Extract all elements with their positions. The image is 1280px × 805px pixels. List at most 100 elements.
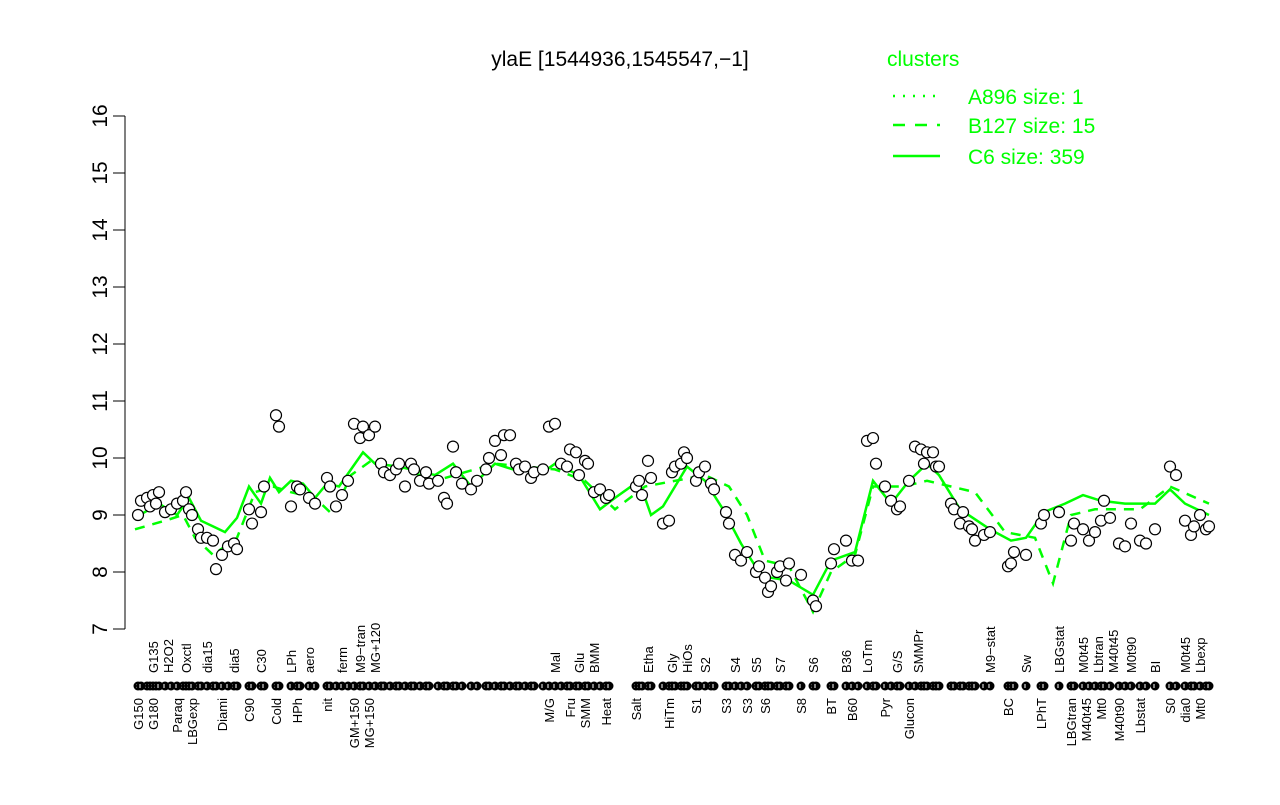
data-point — [893, 500, 907, 513]
x-label-top: Etha — [641, 645, 656, 673]
x-label-top: M9−tran — [353, 625, 368, 673]
rug-mark — [424, 681, 434, 691]
rug-mark — [709, 681, 719, 691]
y-axis: 7 8 9 10 11 12 13 14 15 16 — [89, 104, 126, 635]
data-point — [740, 545, 754, 559]
data-point — [323, 480, 337, 493]
x-label-bottom: Mt0 — [1193, 698, 1208, 720]
y-tick-label: 14 — [89, 218, 112, 242]
data-point — [230, 543, 244, 556]
x-axis-labels: G135 H2O2 Oxctl dia15 dia5 C30 LPh aero ferm M9−t… — [131, 623, 1208, 748]
x-label-top: Sw — [1019, 654, 1034, 673]
x-label-bottom: S3 — [719, 698, 734, 714]
data-point — [1178, 514, 1192, 527]
data-point — [398, 480, 412, 493]
rug-mark — [1105, 681, 1115, 691]
x-label-bottom: S8 — [794, 698, 809, 714]
data-point — [257, 480, 271, 493]
data-point — [1124, 517, 1138, 530]
rug-mark — [310, 681, 320, 691]
y-tick-label: 13 — [89, 275, 112, 298]
data-point — [1004, 557, 1018, 570]
data-point — [752, 560, 766, 573]
rug-mark — [970, 681, 980, 691]
data-point — [335, 488, 349, 502]
data-point — [455, 477, 469, 490]
data-point — [284, 500, 298, 513]
data-point — [407, 463, 421, 476]
x-label-bottom: MG+150 — [362, 698, 377, 748]
data-point — [956, 506, 970, 519]
data-point — [926, 446, 940, 459]
data-point — [1169, 469, 1183, 482]
rug-mark — [529, 681, 539, 691]
data-point — [488, 434, 502, 447]
x-label-top: LPh — [284, 650, 299, 673]
rug-mark — [871, 681, 881, 691]
x-label-top: BMM — [587, 643, 602, 673]
legend-title: clusters — [887, 48, 959, 71]
data-point — [392, 457, 406, 470]
rug-mark — [247, 681, 257, 691]
data-point — [809, 600, 823, 613]
x-label-top: S5 — [749, 657, 764, 673]
data-point — [779, 574, 793, 587]
x-label-bottom: LPhT — [1034, 698, 1049, 729]
data-point — [242, 503, 256, 516]
data-point — [869, 457, 883, 470]
data-point — [1007, 545, 1021, 559]
x-label-bottom: G150 — [131, 698, 146, 730]
data-point — [635, 488, 649, 502]
data-point — [341, 474, 355, 487]
data-point — [1103, 511, 1117, 524]
x-label-bottom: Cold — [269, 698, 284, 725]
x-label-top: Gly — [665, 653, 680, 673]
condition-rug — [133, 681, 1214, 691]
series-line-b127 — [134, 456, 1210, 615]
x-label-bottom: nit — [320, 698, 335, 712]
data-point — [1037, 508, 1051, 522]
x-label-top: H2O2 — [161, 639, 176, 673]
rug-mark — [1054, 681, 1064, 691]
legend: clusters A896 size: 1 B127 size: 15 C6 s… — [887, 48, 1095, 169]
rug-mark — [259, 681, 269, 691]
data-point — [1202, 520, 1216, 533]
x-label-top: S6 — [806, 657, 821, 673]
x-label-top: G135 — [146, 641, 161, 673]
rug-mark — [1069, 681, 1079, 691]
x-label-bottom: BC — [1001, 698, 1016, 716]
data-point — [470, 474, 484, 487]
x-label-bottom: Fru — [563, 698, 578, 718]
data-point — [1148, 523, 1162, 536]
rug-mark — [853, 681, 863, 691]
x-label-bottom: G180 — [146, 698, 161, 730]
data-point — [149, 497, 163, 510]
x-label-bottom: Glucon — [902, 698, 917, 739]
rug-mark — [472, 681, 482, 691]
x-label-top: M9−stat — [983, 626, 998, 673]
x-label-bottom: HiTm — [662, 698, 677, 729]
x-label-bottom: HPh — [290, 698, 305, 723]
rug-mark — [274, 681, 284, 691]
data-point — [368, 420, 382, 433]
data-point — [536, 463, 550, 476]
rug-mark — [1126, 681, 1136, 691]
data-point — [1019, 548, 1033, 562]
data-point — [593, 483, 607, 496]
data-point — [602, 488, 616, 502]
rug-mark — [232, 681, 242, 691]
data-point — [269, 409, 283, 422]
data-point — [851, 554, 865, 567]
data-point — [581, 457, 595, 470]
data-point — [734, 554, 748, 567]
rug-mark — [895, 681, 905, 691]
y-tick-label: 16 — [89, 104, 112, 127]
x-label-top: G/S — [890, 650, 905, 673]
legend-entry-b127: B127 size: 15 — [968, 115, 1095, 138]
data-point — [569, 446, 583, 459]
data-point — [479, 463, 493, 476]
legend-entry-a896: A896 size: 1 — [968, 86, 1084, 109]
data-point — [572, 469, 586, 482]
data-point — [968, 534, 982, 547]
y-tick-label: 9 — [89, 509, 112, 521]
